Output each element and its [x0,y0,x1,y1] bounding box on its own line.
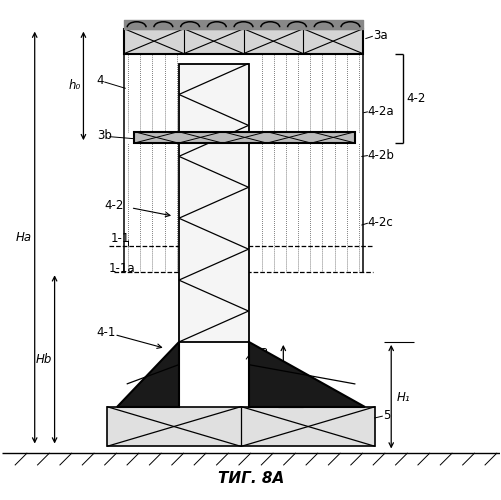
Text: 3a: 3a [372,28,387,42]
Text: 4-2: 4-2 [104,198,123,212]
Bar [178,64,248,342]
Text: 4-2: 4-2 [405,92,425,105]
Text: 1-1a: 1-1a [108,262,135,276]
Text: ΤИГ. 8А: ΤИГ. 8А [217,471,284,486]
Text: 4-2c: 4-2c [367,216,393,228]
Text: 4-2b: 4-2b [367,149,394,162]
Text: 4-1: 4-1 [97,326,116,338]
Bar [124,28,362,54]
Text: 5: 5 [382,408,389,422]
Text: Hb: Hb [36,353,52,366]
Text: H₁: H₁ [396,391,410,404]
Bar [107,406,375,447]
Text: 1-1: 1-1 [111,232,130,245]
Text: 3b: 3b [97,129,112,142]
Bar [134,132,355,143]
Polygon shape [117,342,178,406]
Polygon shape [248,342,365,406]
Text: h₀: h₀ [69,80,81,92]
Text: 4-3: 4-3 [249,347,268,360]
Text: Ha: Ha [16,231,32,244]
Text: H₂: H₂ [287,368,300,381]
Text: 4: 4 [97,74,104,88]
Text: 4-2a: 4-2a [367,106,394,118]
